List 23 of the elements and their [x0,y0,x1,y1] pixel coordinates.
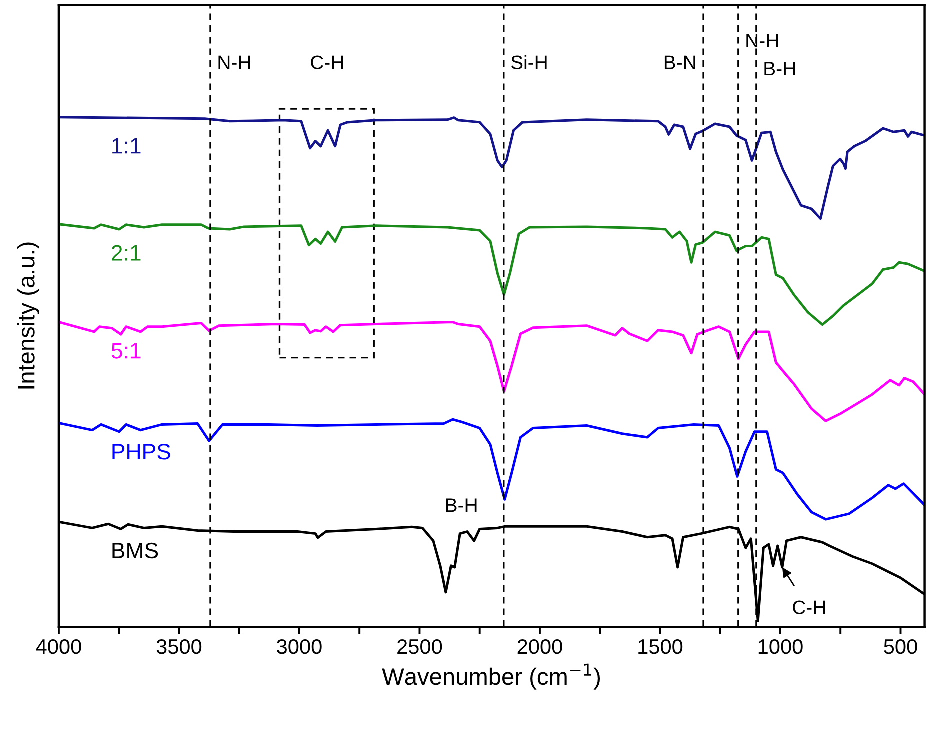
x-axis-title: Wavenumber (cm$^{−1}$) [382,664,600,690]
series-label: 5:1 [112,343,141,359]
series-label: BMS [112,542,158,559]
series-label: PHPS [112,444,170,460]
ref-line-label: Si-H [511,55,547,70]
x-tick-label: 500 [884,639,918,654]
ref-line-label: N-H [746,34,778,48]
y-axis-title: Intensity (a.u.) [18,242,40,389]
annotation: C-H [793,600,826,614]
x-tick-label: 2000 [518,639,562,654]
x-tick-label: 4000 [36,639,82,654]
x-tick-label: 3000 [277,639,322,654]
ref-line-label: B-H [764,62,796,76]
x-tick-label: 1000 [758,639,803,654]
ref-line-label: N-H [218,56,250,70]
series-label: 2:1 [112,245,141,261]
x-tick-label: 2500 [398,639,442,654]
ref-line-label: B-N [664,56,696,70]
text: C-H [311,56,344,70]
annotation: B-H [446,498,477,512]
series-label: 1:1 [112,138,141,154]
x-tick-label: 1500 [638,639,683,654]
x-tick-label: 3500 [156,639,202,654]
